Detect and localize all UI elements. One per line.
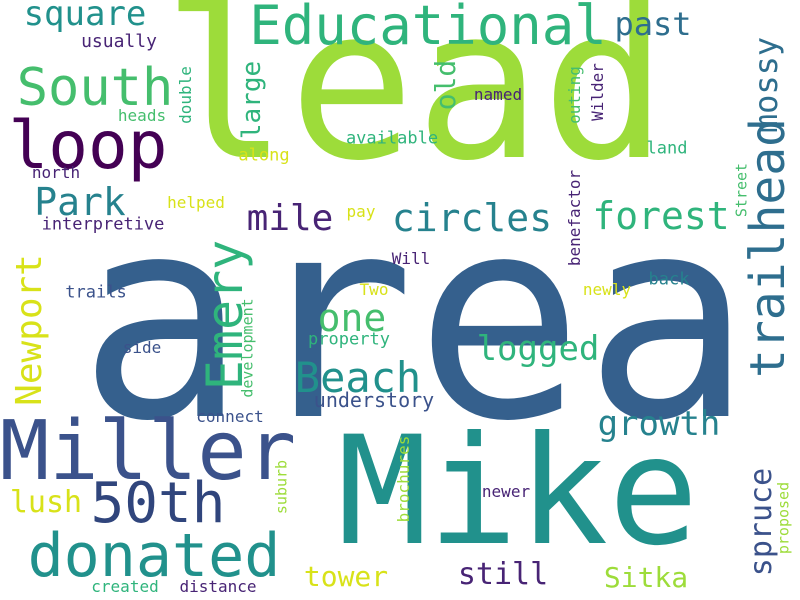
word-interpretive: interpretive [41,214,165,235]
word-north: north [31,163,81,182]
word-50th: 50th [90,471,226,536]
word-donated: donated [27,521,281,591]
word-street: Street [732,162,751,218]
word-square: square [23,0,147,34]
word-understory: understory [313,388,435,412]
word-heads: heads [117,106,167,125]
word-mike: Mike [337,405,699,579]
word-proposed: proposed [774,481,793,555]
word-benefactor: benefactor [565,169,584,267]
word-south: South [16,58,174,118]
word-park: Park [34,180,126,224]
word-lead: lead [162,0,668,207]
word-logged: logged [476,329,600,369]
word-newly: newly [582,280,632,299]
word-forest: forest [592,194,730,238]
word-usually: usually [81,31,157,52]
word-created: created [91,577,159,596]
word-back: back [648,269,690,290]
word-growth: growth [597,404,721,444]
word-pay: pay [346,202,376,221]
word-suburb: suburb [272,459,291,515]
word-trails: trails [65,282,127,303]
word-area: area [77,157,753,483]
word-beach: Beach [294,353,422,402]
word-tower: tower [303,560,389,593]
word-sitka: Sitka [603,561,689,594]
word-still: still [457,557,549,592]
word-along: along [238,145,290,166]
word-land: land [646,138,688,159]
word-educational: Educational [249,0,607,57]
word-newport: Newport [9,254,50,406]
word-side: side [122,338,162,357]
word-large: large [237,60,267,140]
word-two: Two [359,280,389,299]
word-newer: newer [481,482,531,501]
word-outing: outing [565,66,584,124]
word-development: development [238,298,257,398]
word-circles: circles [391,196,553,240]
word-loop: loop [8,107,168,184]
word-named: named [473,85,523,104]
word-connect: connect [196,407,264,426]
word-property: property [308,329,390,350]
word-miller: Miller [0,404,297,499]
word-double: double [176,66,195,124]
word-mile: mile [246,198,334,239]
word-brochures: brochures [394,435,413,523]
word-lush: lush [9,485,83,520]
word-trailhead: trailhead [740,117,796,379]
word-mossy: mossy [747,36,785,134]
word-past: past [614,5,692,43]
word-distance: distance [179,577,257,596]
word-one: one [317,296,387,340]
word-available: available [345,128,439,149]
word-will: Will [391,249,431,268]
word-helped: helped [167,193,225,212]
word-spruce: spruce [744,467,779,577]
word-wilder: Wilder [588,63,607,121]
word-old: old [429,59,462,111]
